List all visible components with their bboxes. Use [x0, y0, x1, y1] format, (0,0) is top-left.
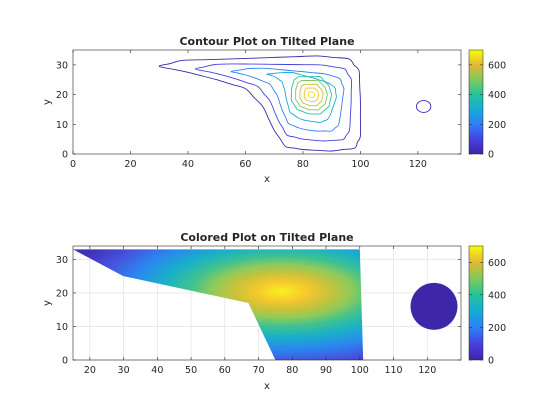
contour-colorbar [468, 49, 484, 155]
heatmap-y-tick-label: 0 [62, 356, 68, 367]
heatmap-y-tick-label: 10 [56, 322, 68, 333]
heatmap-x-tick-label: 110 [384, 365, 402, 376]
contour-colorbar-label: 0 [488, 150, 494, 161]
heatmap-region [73, 249, 364, 360]
contour-colorbar-label: 200 [488, 120, 506, 131]
contour-level-690 [308, 91, 316, 98]
contour-x-tick-label: 0 [70, 159, 76, 170]
heatmap-x-tick-label: 90 [320, 365, 332, 376]
heatmap-colorbar-ticks: 0 200 400 600 [469, 258, 506, 367]
heatmap-x-tick-label: 60 [219, 365, 231, 376]
heatmap-axes-box [72, 245, 462, 361]
contour-colorbar-label: 600 [488, 60, 506, 71]
contour-level-500 [295, 79, 328, 111]
contour-x-tick-label: 20 [124, 159, 136, 170]
heatmap-x-tick-label: 120 [418, 365, 436, 376]
heatmap-x-tick-label: 40 [151, 365, 163, 376]
heatmap-colorbar-label: 200 [488, 323, 506, 334]
contour-x-tick-label: 40 [182, 159, 194, 170]
contour-chart-title: Contour Plot on Tilted Plane [179, 35, 354, 48]
heatmap-y-axis-label: y [42, 300, 53, 306]
heatmap-chart-title: Colored Plot on Tilted Plane [180, 231, 353, 244]
contour-lines [158, 55, 432, 152]
heatmap-colorbar-label: 0 [488, 356, 494, 367]
heatmap-x-tick-label: 100 [351, 365, 369, 376]
contour-level-150 [194, 63, 353, 142]
contour-colorbar-ticks: 0 200 400 600 [469, 60, 506, 161]
contour-y-tick-label: 20 [56, 90, 68, 101]
contour-x-tick-label: 60 [239, 159, 251, 170]
contour-level-640 [303, 87, 320, 103]
heatmap-x-tick-label: 20 [84, 365, 96, 376]
heatmap-x-tick-label: 80 [286, 365, 298, 376]
heatmap-y-tick-label: 30 [56, 255, 68, 266]
heatmap-colorbar-label: 400 [488, 290, 506, 301]
contour-y-tick-label: 0 [62, 150, 68, 161]
contour-axes-box [72, 49, 462, 155]
contour-x-axis-label: x [264, 174, 270, 185]
heatmap-x-axis-label: x [264, 381, 270, 392]
contour-level-570 [299, 83, 324, 107]
contour-colorbar-label: 400 [488, 90, 506, 101]
contour-y-tick-label: 10 [56, 120, 68, 131]
contour-axes-ticks: 0 20 40 60 80 100 120 0 10 20 30 [56, 50, 461, 170]
contour-x-tick-label: 120 [409, 159, 427, 170]
heatmap-x-tick-label: 50 [185, 365, 197, 376]
contour-level-250 [230, 67, 345, 132]
contour-y-tick-label: 30 [56, 60, 68, 71]
heatmap-x-tick-label: 30 [118, 365, 130, 376]
contour-x-tick-label: 80 [297, 159, 309, 170]
heatmap-colorbar-label: 600 [488, 258, 506, 269]
heatmap-circle [410, 282, 458, 330]
heatmap-x-tick-label: 70 [253, 365, 265, 376]
contour-level-350 [266, 71, 337, 123]
contour-level-430 [290, 76, 333, 115]
contour-plot-area [73, 50, 461, 154]
heatmap-chart: Colored Plot on Tilted Plane 20 30 40 50 60 7… [42, 231, 506, 392]
heatmap-colorbar [468, 245, 484, 361]
heatmap-axes-ticks: 20 30 40 50 60 70 80 90 100 110 120 0 10 20 30 [56, 246, 461, 376]
heatmap-y-tick-label: 20 [56, 288, 68, 299]
contour-x-tick-label: 100 [351, 159, 369, 170]
contour-circle [416, 100, 432, 113]
contour-level-50 [158, 55, 362, 152]
contour-chart: Contour Plot on Tilted Plane 0 20 40 60 80 10… [42, 35, 506, 185]
contour-y-axis-label: y [42, 99, 53, 105]
